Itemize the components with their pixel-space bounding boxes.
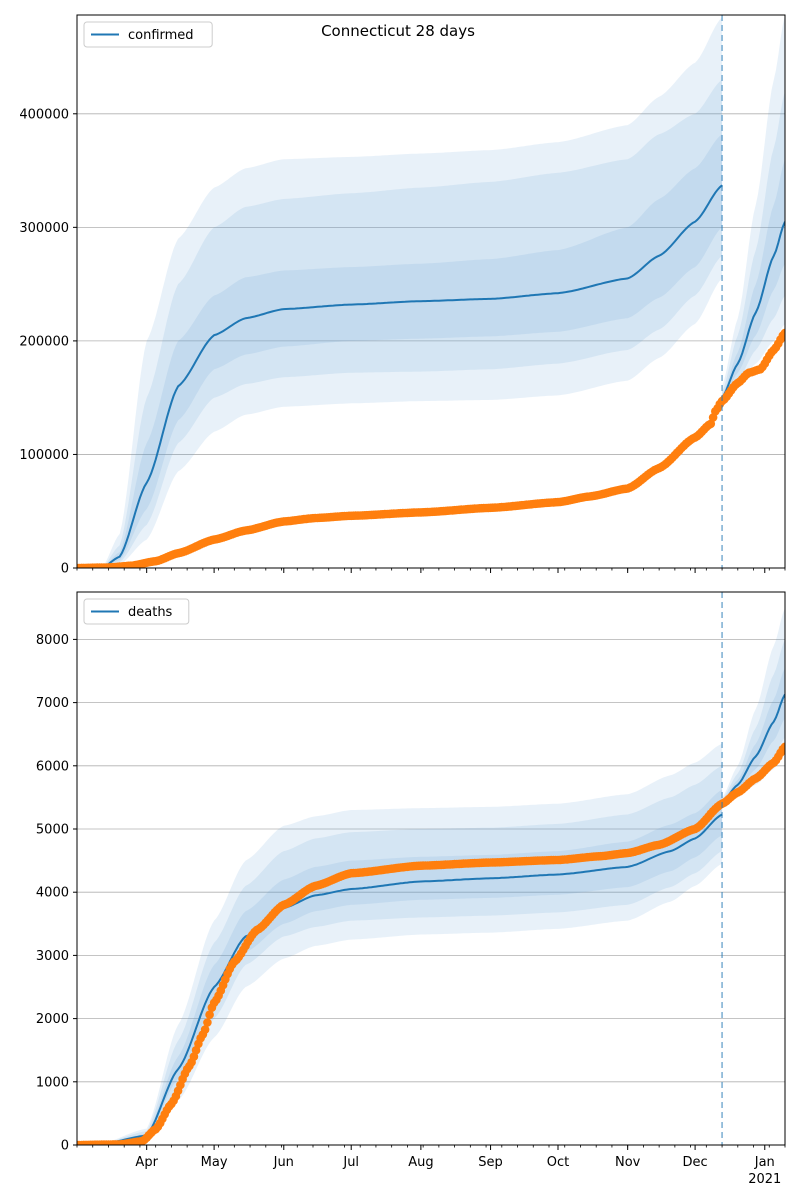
fit-band-p2_5-p97_5 (97, 743, 723, 1145)
legend-box (83, 598, 190, 625)
figure-title: Connecticut 28 days (321, 22, 475, 40)
x-tick-label: Jun (273, 1155, 294, 1170)
x-tick-label: Nov (615, 1155, 641, 1170)
y-tick-label: 0 (61, 562, 69, 577)
legend-label: deaths (128, 605, 173, 620)
y-tick-label: 5000 (36, 823, 69, 838)
legend-box (83, 21, 213, 48)
confirmed-panel: 0 100000 200000 300000 400000 confirmed (19, 14, 786, 577)
x-tick-label: Aug (408, 1155, 433, 1170)
fit-band-p25-p75 (97, 789, 723, 1145)
observed-point (203, 1018, 212, 1027)
observed-points (77, 328, 785, 568)
y-tick-label: 400000 (19, 107, 69, 122)
forecast-band-p2_5-p97_5 (722, 607, 785, 807)
forecast-band-p2_5-p97_5 (722, 15, 785, 407)
observed-point (205, 1010, 214, 1019)
forecast-median-line (721, 693, 785, 804)
x-tick-label: Oct (547, 1155, 569, 1170)
observed-point (780, 742, 785, 752)
fit-band-p2_5-p97_5 (101, 17, 723, 568)
y-tick-label: 0 (61, 1139, 69, 1154)
x-tick-label: Jan (754, 1155, 775, 1170)
y-tick-label: 6000 (36, 759, 69, 774)
legend: confirmed (83, 21, 213, 48)
legend-label: confirmed (128, 28, 194, 43)
x-tick-label: Dec (683, 1155, 708, 1170)
observed-points (77, 742, 785, 1145)
fit-median-line (97, 813, 723, 1145)
x-tick-label: Jul (342, 1155, 359, 1170)
deaths-panel: 0 1000 2000 3000 4000 5000 6000 7000 8000 Apr May J… (36, 591, 786, 1187)
y-tick-label: 200000 (19, 334, 69, 349)
y-tick-label: 4000 (36, 886, 69, 901)
x-tick-label: May (201, 1155, 228, 1170)
plot-area (77, 607, 785, 1145)
fit-band-p25-p75 (101, 134, 723, 568)
y-tick-label: 300000 (19, 221, 69, 236)
forecast-band-p25-p75 (722, 159, 785, 402)
y-tick-label: 2000 (36, 1012, 69, 1027)
y-tick-label: 3000 (36, 949, 69, 964)
plot-area (77, 15, 785, 568)
forecast-band-p10-p90 (722, 91, 785, 404)
observed-point (200, 1025, 210, 1034)
y-tick-label: 7000 (36, 696, 69, 711)
axes-frame (76, 14, 786, 569)
axes-frame (76, 591, 786, 1146)
x-year-label: 2021 (748, 1172, 781, 1187)
y-tick-label: 8000 (36, 633, 69, 648)
fit-median-line (101, 184, 723, 568)
observed-point (780, 328, 785, 338)
legend: deaths (83, 598, 190, 625)
y-tick-label: 100000 (19, 448, 69, 463)
x-tick-label: Sep (478, 1155, 503, 1170)
x-tick-label: Apr (135, 1155, 158, 1170)
forecast-band-p25-p75 (722, 667, 785, 805)
y-tick-label: 1000 (36, 1075, 69, 1090)
forecast-median-line (721, 221, 785, 399)
fit-band-p10-p90 (101, 79, 723, 568)
